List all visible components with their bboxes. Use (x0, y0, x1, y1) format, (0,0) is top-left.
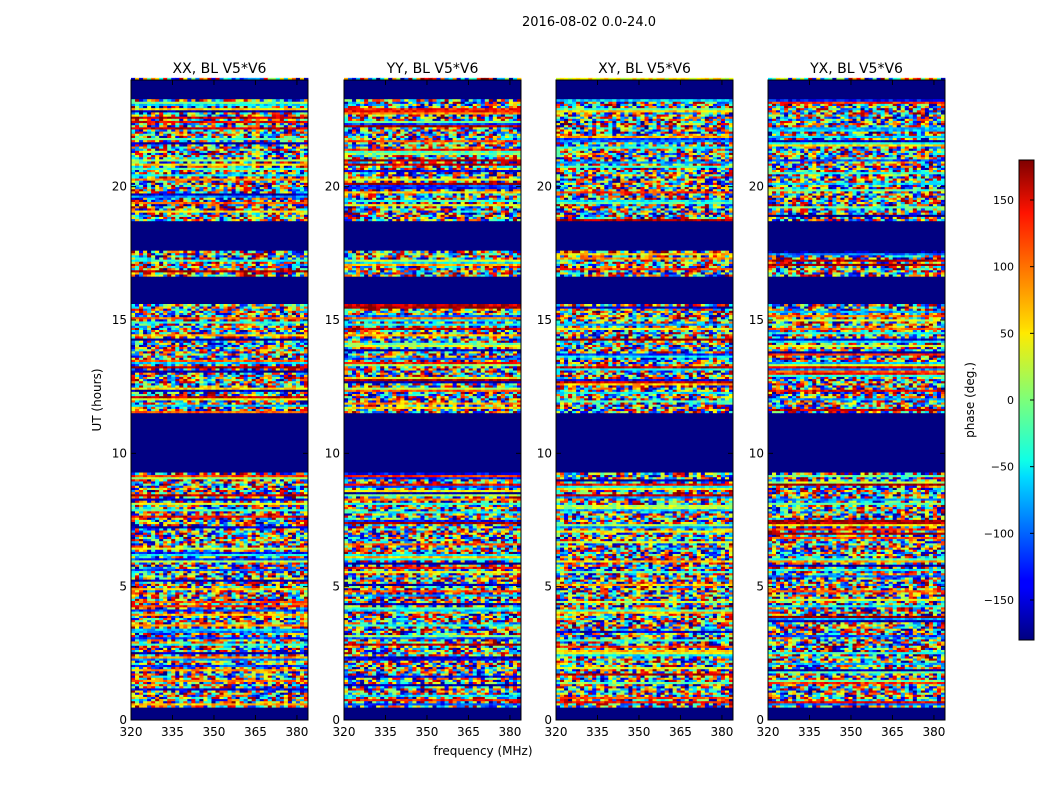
heatmap-cells (131, 78, 308, 708)
figure-suptitle: 2016-08-02 0.0-24.0 (522, 15, 656, 30)
